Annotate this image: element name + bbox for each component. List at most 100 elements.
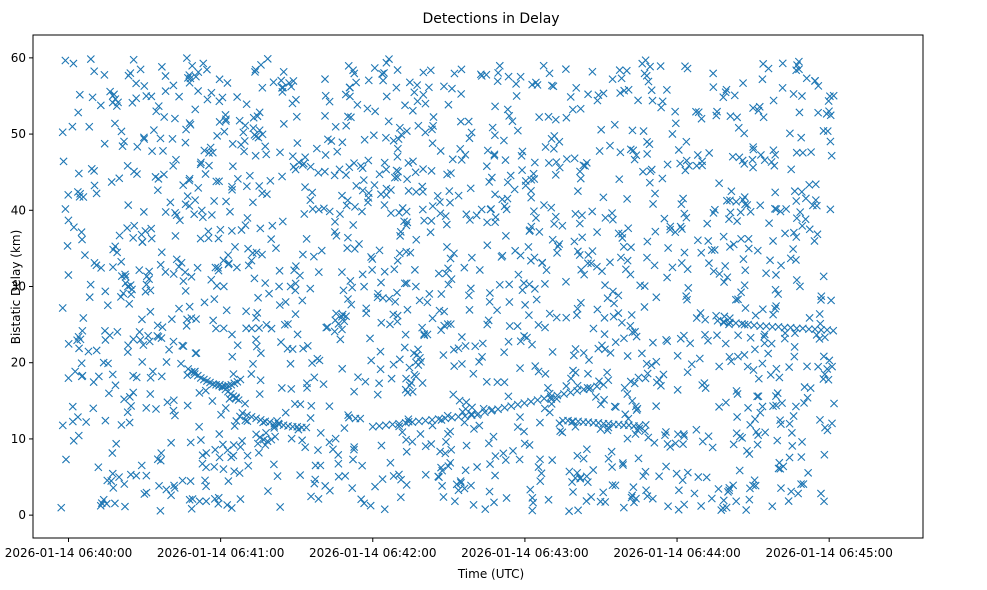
clutter-point xyxy=(570,154,579,163)
track-point xyxy=(236,375,245,384)
clutter-point xyxy=(790,329,799,338)
clutter-point xyxy=(734,123,743,132)
clutter-point xyxy=(241,399,250,408)
clutter-point xyxy=(336,335,345,344)
clutter-point xyxy=(402,447,411,456)
clutter-point xyxy=(728,152,737,161)
clutter-point xyxy=(319,380,328,389)
clutter-point xyxy=(814,81,823,90)
clutter-point xyxy=(486,460,495,469)
clutter-point xyxy=(200,298,209,307)
clutter-point xyxy=(745,495,754,504)
clutter-point xyxy=(583,369,592,378)
clutter-point xyxy=(772,302,781,311)
clutter-point xyxy=(658,174,667,183)
clutter-point xyxy=(442,220,451,229)
clutter-point xyxy=(490,131,499,140)
clutter-point xyxy=(241,416,250,425)
clutter-point xyxy=(719,93,728,102)
clutter-point xyxy=(341,471,350,480)
clutter-point xyxy=(703,336,712,345)
clutter-point xyxy=(211,263,220,272)
clutter-point xyxy=(377,441,386,450)
clutter-point xyxy=(204,148,213,157)
clutter-point xyxy=(483,320,492,329)
clutter-point xyxy=(726,208,735,217)
clutter-point xyxy=(161,207,170,216)
clutter-point xyxy=(461,466,470,475)
clutter-point xyxy=(155,481,164,490)
clutter-point xyxy=(144,331,153,340)
track-point xyxy=(804,325,813,334)
clutter-point xyxy=(499,449,508,458)
clutter-point xyxy=(819,352,828,361)
clutter-point xyxy=(395,355,404,364)
clutter-point xyxy=(353,100,362,109)
clutter-point xyxy=(428,202,437,211)
clutter-point xyxy=(441,212,450,221)
clutter-point xyxy=(547,203,556,212)
clutter-point xyxy=(401,101,410,110)
clutter-point xyxy=(556,427,565,436)
clutter-point xyxy=(232,417,241,426)
clutter-point xyxy=(465,134,474,143)
clutter-point xyxy=(116,292,125,301)
track-point xyxy=(265,418,274,427)
clutter-point xyxy=(103,301,112,310)
clutter-point xyxy=(830,399,839,408)
clutter-point xyxy=(504,72,513,81)
clutter-point xyxy=(776,207,785,216)
clutter-point xyxy=(263,487,272,496)
clutter-point xyxy=(400,343,409,352)
clutter-point xyxy=(376,347,385,356)
clutter-point xyxy=(148,147,157,156)
clutter-point xyxy=(540,404,549,413)
clutter-point xyxy=(397,130,406,139)
clutter-point xyxy=(142,488,151,497)
clutter-point xyxy=(619,334,628,343)
clutter-point xyxy=(125,299,134,308)
clutter-point xyxy=(485,487,494,496)
clutter-point xyxy=(573,451,582,460)
clutter-point xyxy=(146,390,155,398)
clutter-point xyxy=(588,247,597,256)
clutter-point xyxy=(794,57,803,66)
clutter-point xyxy=(648,338,657,347)
clutter-point xyxy=(343,244,352,253)
clutter-point xyxy=(544,495,553,504)
plot-area-frame xyxy=(32,34,924,539)
clutter-point xyxy=(443,170,452,179)
clutter-point xyxy=(703,219,712,228)
clutter-point xyxy=(229,441,238,450)
track-point xyxy=(395,419,404,428)
clutter-point xyxy=(526,485,535,494)
clutter-point xyxy=(152,107,161,116)
clutter-point xyxy=(310,373,319,382)
clutter-point xyxy=(313,446,322,455)
clutter-point xyxy=(244,261,253,270)
clutter-point xyxy=(280,320,289,329)
clutter-point xyxy=(64,216,73,225)
clutter-point xyxy=(572,311,581,320)
clutter-point xyxy=(622,66,631,75)
clutter-point xyxy=(196,160,205,169)
clutter-point xyxy=(300,210,309,219)
clutter-point xyxy=(828,362,837,371)
clutter-point xyxy=(421,99,430,108)
clutter-point xyxy=(609,312,618,321)
clutter-point xyxy=(758,305,767,314)
clutter-point xyxy=(418,205,427,214)
clutter-point xyxy=(800,398,809,407)
clutter-point xyxy=(739,79,748,88)
clutter-point xyxy=(826,205,835,214)
clutter-point xyxy=(797,92,806,101)
clutter-point xyxy=(504,337,513,346)
clutter-point xyxy=(485,288,494,297)
clutter-point xyxy=(676,159,685,168)
clutter-point xyxy=(819,126,828,135)
clutter-point xyxy=(681,166,690,175)
clutter-point xyxy=(778,59,787,68)
clutter-point xyxy=(797,453,806,462)
clutter-point xyxy=(776,464,785,473)
clutter-point xyxy=(591,392,600,401)
